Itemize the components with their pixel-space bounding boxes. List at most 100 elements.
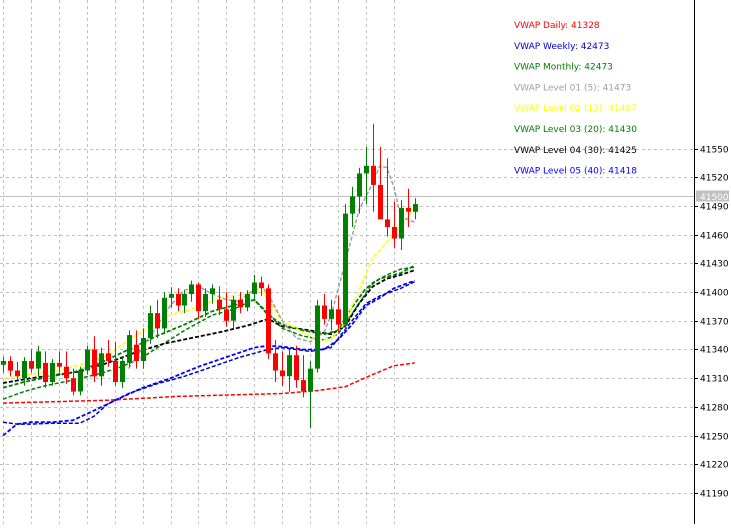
price-tick-label: 41220 (700, 461, 729, 471)
candle (322, 294, 327, 325)
candle-body (371, 165, 376, 185)
legend-entry: VWAP Level 02 (13): 41487 (514, 104, 637, 114)
legend-entry: VWAP Level 03 (20): 41430 (514, 125, 637, 135)
vwap-weekly-line (2, 280, 416, 425)
candle (1, 357, 6, 373)
candle (29, 349, 34, 373)
candle (113, 341, 118, 386)
candle-body (22, 361, 27, 379)
candle (238, 292, 243, 314)
candle (106, 339, 111, 367)
candle-body (57, 362, 62, 367)
candle-body (266, 288, 271, 354)
candle-body (399, 207, 404, 239)
candle (57, 351, 62, 373)
candle-body (413, 204, 418, 212)
legend-entry: VWAP Level 04 (30): 41425 (514, 146, 637, 156)
candle-body (155, 313, 160, 329)
candle (203, 288, 208, 317)
candle (64, 351, 69, 384)
candle (99, 347, 104, 386)
candle (266, 284, 271, 360)
candle (329, 299, 334, 331)
candle-body (196, 284, 201, 312)
candle (224, 292, 229, 327)
candle-body (92, 349, 97, 377)
legend-entry: VWAP Daily: 41328 (514, 21, 600, 31)
candle (22, 357, 27, 386)
candle (155, 299, 160, 338)
legend-entry: VWAP Level 05 (40): 41418 (514, 167, 637, 177)
candle (15, 361, 20, 380)
candle (231, 295, 236, 329)
candle (336, 295, 341, 333)
candle-body (1, 361, 6, 365)
candle-body (378, 184, 383, 220)
candle (8, 356, 13, 377)
candle (169, 287, 174, 308)
candle-body (134, 344, 139, 361)
candle (50, 359, 55, 386)
candle-body (217, 299, 222, 310)
candle-body (8, 361, 13, 371)
candle (259, 276, 264, 296)
candle (162, 292, 167, 335)
candle-body (259, 282, 264, 289)
vwap-level-05-line (2, 279, 416, 437)
candle-body (238, 299, 243, 308)
candle (350, 186, 355, 227)
candle-body (71, 378, 76, 392)
candle-body (36, 351, 41, 369)
candle (36, 345, 41, 377)
candle (287, 349, 292, 392)
candle-body (315, 305, 320, 369)
current-price-marker (696, 190, 729, 202)
candle (176, 288, 181, 312)
candle (196, 282, 201, 319)
candle-body (357, 173, 362, 197)
candle-body (203, 294, 208, 312)
candle-body (15, 370, 20, 377)
price-tick-label: 41460 (700, 232, 729, 242)
candle-body (99, 353, 104, 377)
candle (294, 345, 299, 388)
candle-body (336, 309, 341, 325)
candle-body (43, 362, 48, 382)
candle (148, 305, 153, 344)
candle (78, 366, 83, 396)
vwap-monthly-line (2, 266, 415, 400)
legend: VWAP Daily: 41328 VWAP Weekly: 42473 VWAP … (514, 21, 637, 177)
candle-body (308, 368, 313, 392)
candle (120, 357, 125, 388)
price-tick-label: 41190 (700, 490, 729, 500)
price-tick-label: 41340 (700, 346, 729, 356)
candle-body (182, 294, 187, 306)
candle-body (113, 361, 118, 382)
candle-body (176, 294, 181, 306)
candle (399, 200, 404, 250)
candle-body (189, 284, 194, 294)
candle-body (148, 313, 153, 338)
vwap-level-01-line (127, 165, 416, 370)
candle-body (350, 196, 355, 214)
candle (245, 290, 250, 312)
candle (364, 146, 369, 205)
legend-entry: VWAP Level 01 (5): 41473 (514, 83, 631, 93)
candle-body (392, 227, 397, 239)
candle (315, 299, 320, 373)
candle (378, 146, 383, 220)
candle-body (343, 213, 348, 325)
candle-layer (1, 123, 418, 428)
price-axis-background (694, 0, 731, 524)
price-tick-label: 41370 (700, 318, 729, 328)
candle-body (385, 219, 390, 228)
price-tick-label: 41310 (700, 375, 729, 385)
price-tick-label: 41250 (700, 433, 729, 443)
candle-body (141, 338, 146, 361)
candle-body (78, 370, 83, 392)
vwap-level-04-line (2, 269, 416, 384)
candle-body (364, 165, 369, 174)
vwap-daily-line (2, 362, 415, 404)
